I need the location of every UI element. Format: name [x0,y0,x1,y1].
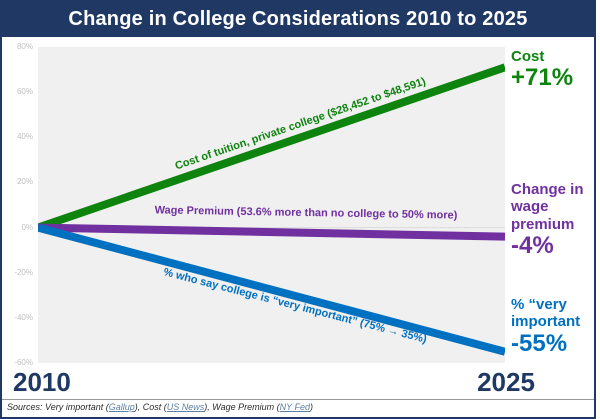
annotation-cost: Cost +71% [511,48,597,92]
source-cost-pre: Cost ( [142,402,167,412]
y-tick-40%: 40% [16,132,33,142]
x-label-2025: 2025 [477,367,535,397]
annotation-cost-value: +71% [511,64,574,92]
sources-line: Sources: Very important (Gallup), Cost (… [2,399,596,417]
annotation-wage-premium-value: -4% [511,231,554,259]
y-tick--20%: -20% [14,267,33,277]
annotation-very-important-name: % “very important [511,296,581,331]
series-line-cost-of-tuition [36,63,507,232]
line-chart-svg [36,63,507,356]
y-tick-80%: 80% [16,42,33,51]
y-tick-0%: 0% [21,222,33,232]
sources-prefix: Sources: [7,402,46,412]
source-link-ny-fed[interactable]: NY Fed [279,402,310,412]
annotation-wage-premium: Change in wage premium -4% [511,181,597,259]
source-wage-premium-pre: Wage Premium ( [212,402,280,412]
source-link-us-news[interactable]: US News [166,402,205,412]
annotation-cost-name: Cost [511,48,545,65]
x-label-2010: 2010 [13,367,71,397]
source-very-important-pre: Very important ( [45,402,109,412]
annotation-wage-premium-name: Change in wage premium [511,181,584,233]
y-tick--60%: -60% [14,358,33,367]
series-line-wage-premium [37,223,506,241]
y-tick-60%: 60% [16,87,33,97]
title-bar: Change in College Considerations 2010 to… [2,2,594,37]
source-wage-premium-post: ) [309,402,313,412]
y-tick--40%: -40% [14,312,33,322]
source-cost-post: ), [204,402,213,412]
source-link-gallup[interactable]: Gallup [108,402,135,412]
page-title: Change in College Considerations 2010 to… [68,8,528,30]
plot-area [36,47,507,363]
series-line-college-very-important [36,223,507,356]
y-tick-20%: 20% [16,177,33,187]
source-very-important-post: ), [134,402,143,412]
annotation-very-important-value: -55% [511,329,568,357]
annotation-very-important: % “very important -55% [511,296,597,357]
